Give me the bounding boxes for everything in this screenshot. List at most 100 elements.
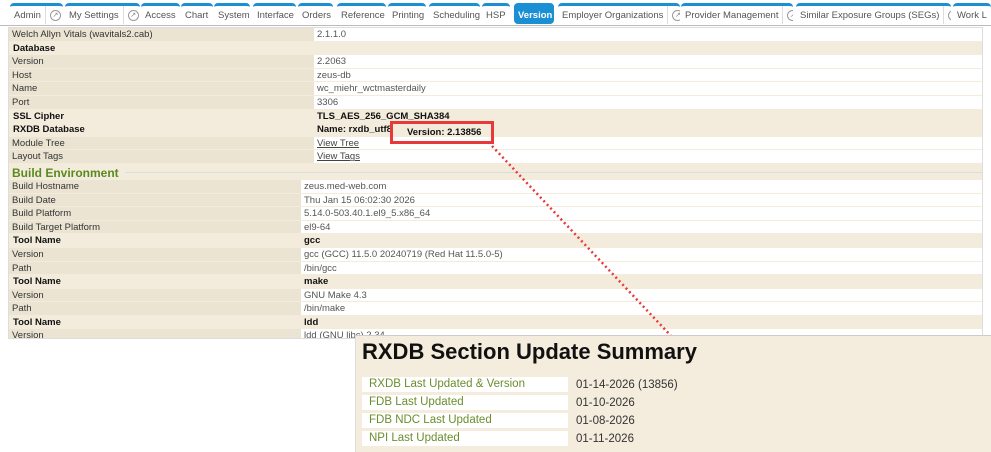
row-value: GNU Make 4.3	[301, 288, 982, 303]
row-value: gcc (GCC) 11.5.0 20240719 (Red Hat 11.5.…	[301, 247, 982, 262]
row-value: TLS_AES_256_GCM_SHA384	[314, 109, 982, 124]
tab-work-l[interactable]: Work L	[953, 3, 991, 24]
table-row: Build Date Thu Jan 15 06:02:30 2026	[9, 193, 982, 208]
row-value-text: zeus.med-web.com	[304, 180, 387, 192]
tab-label: Chart	[185, 9, 209, 21]
row-value-text: /bin/gcc	[304, 262, 337, 274]
external-link-icon[interactable]: ↗	[787, 9, 793, 21]
table-row: Version 2.2063	[9, 55, 982, 69]
row-value: make	[301, 275, 982, 289]
row-value: 3306	[314, 95, 982, 110]
table-row: Tool Name ldd	[9, 315, 982, 330]
tab-label: Interface	[257, 9, 294, 21]
tab-printing[interactable]: Printing	[388, 3, 426, 24]
tab-similar-exposure-groups-segs-[interactable]: Similar Exposure Groups (SEGs) ↗	[796, 3, 951, 24]
tab-label: Scheduling	[433, 9, 480, 21]
row-label: Tool Name	[9, 234, 301, 248]
tab-label: My Settings	[69, 9, 119, 21]
build-environment-heading: Build Environment	[12, 166, 982, 180]
summary-title: RXDB Section Update Summary	[362, 339, 697, 364]
table-row: Layout Tags View Tags	[9, 150, 982, 164]
view-tree-link[interactable]: View Tree	[317, 137, 360, 149]
row-value: View Tags	[314, 150, 982, 164]
tab-label: Reference	[341, 9, 385, 21]
tab-label: Similar Exposure Groups (SEGs)	[800, 9, 940, 21]
table-row: Build Platform 5.14.0-503.40.1.el9_5.x86_…	[9, 207, 982, 221]
tab-label: Access	[145, 9, 176, 21]
table-row: RXDB Database Name: rxdb_utf8	[9, 123, 982, 137]
tab-scheduling[interactable]: Scheduling	[429, 3, 480, 24]
table-row: Tool Name gcc	[9, 234, 982, 248]
tab-orders[interactable]: Orders	[298, 3, 333, 24]
build-environment-table: Build Hostname zeus.med-web.com Build Date…	[9, 179, 982, 338]
row-value-text: Name: rxdb_utf8	[317, 124, 392, 136]
row-value: wc_miehr_wctmasterdaily	[314, 82, 982, 96]
row-label: Build Platform	[9, 207, 301, 221]
row-value-text: 2.2063	[317, 56, 347, 68]
summary-label: FDB NDC Last Updated	[362, 413, 568, 428]
summary-value: 01-14-2026 (13856)	[576, 378, 678, 391]
tab-label: Orders	[302, 9, 332, 21]
tab-label: Employer Organizations	[562, 9, 664, 21]
row-label: RXDB Database	[9, 123, 314, 137]
row-label: Name	[9, 82, 314, 96]
row-label: Host	[9, 68, 314, 83]
summary-label: RXDB Last Updated & Version	[362, 377, 568, 392]
row-value-text: /bin/make	[304, 303, 346, 315]
view-tags-link[interactable]: View Tags	[317, 151, 360, 163]
tab-interface[interactable]: Interface	[253, 3, 296, 24]
external-link-icon[interactable]: ↗	[672, 9, 680, 21]
row-value: 5.14.0-503.40.1.el9_5.x86_64	[301, 207, 982, 221]
tab-admin[interactable]: Admin ↗	[10, 3, 63, 24]
row-value: 2.1.1.0	[314, 28, 982, 42]
table-row: SSL Cipher TLS_AES_256_GCM_SHA384	[9, 109, 982, 124]
external-link-icon[interactable]: ↗	[948, 9, 951, 21]
row-value-text: wc_miehr_wctmasterdaily	[317, 83, 426, 95]
tab-reference[interactable]: Reference	[337, 3, 386, 24]
summary-value: 01-11-2026	[576, 432, 634, 445]
main-tab-bar: Admin ↗ My Settings ↗ Access Chart System Inter…	[0, 0, 991, 26]
tab-employer-organizations[interactable]: Employer Organizations ↗	[558, 3, 680, 24]
row-value: /bin/make	[301, 302, 982, 316]
summary-row: RXDB Last Updated & Version 01-14-2026 (1…	[362, 377, 991, 392]
row-value-text: ldd	[304, 316, 319, 328]
row-value-text: gcc (GCC) 11.5.0 20240719 (Red Hat 11.5.…	[304, 248, 503, 260]
tab-chart[interactable]: Chart	[181, 3, 213, 24]
row-label: Build Date	[9, 193, 301, 208]
row-label: Path	[9, 302, 301, 316]
tab-access[interactable]: Access	[141, 3, 180, 24]
row-value-text: make	[304, 276, 329, 288]
summary-value: 01-08-2026	[576, 414, 635, 427]
row-value-text: TLS_AES_256_GCM_SHA384	[317, 110, 450, 122]
external-link-icon[interactable]: ↗	[127, 9, 139, 21]
table-row: Host zeus-db	[9, 68, 982, 83]
row-value	[314, 41, 982, 56]
row-value: 2.2063	[314, 55, 982, 69]
row-value: zeus-db	[314, 68, 982, 83]
row-label: Build Target Platform	[9, 220, 301, 235]
tab-hsp[interactable]: HSP	[482, 3, 510, 24]
row-label: Tool Name	[9, 315, 301, 330]
tab-version[interactable]: Version	[514, 3, 554, 24]
table-row: Welch Allyn Vitals (wavitals2.cab) 2.1.1.…	[9, 28, 982, 42]
row-label: Path	[9, 261, 301, 276]
row-label: Version	[9, 329, 301, 338]
row-label: Module Tree	[9, 136, 314, 151]
row-label: Port	[9, 95, 314, 110]
table-row: Version gcc (GCC) 11.5.0 20240719 (Red Ha…	[9, 247, 982, 262]
row-value-text: GNU Make 4.3	[304, 289, 367, 301]
tab-my-settings[interactable]: My Settings ↗	[65, 3, 140, 24]
row-label: Tool Name	[9, 275, 301, 289]
row-value: el9-64	[301, 220, 982, 235]
external-link-icon[interactable]: ↗	[49, 9, 61, 21]
summary-label: NPI Last Updated	[362, 431, 568, 446]
tab-system[interactable]: System	[214, 3, 250, 24]
summary-row: NPI Last Updated 01-11-2026	[362, 431, 991, 446]
table-row: Port 3306	[9, 95, 982, 110]
tab-label: Version	[518, 9, 553, 21]
tab-provider-management[interactable]: Provider Management ↗	[681, 3, 793, 24]
table-row: Tool Name make	[9, 275, 982, 289]
table-row: Build Hostname zeus.med-web.com	[9, 179, 982, 194]
table-row: Database	[9, 41, 982, 56]
tab-label: Provider Management	[685, 9, 779, 21]
